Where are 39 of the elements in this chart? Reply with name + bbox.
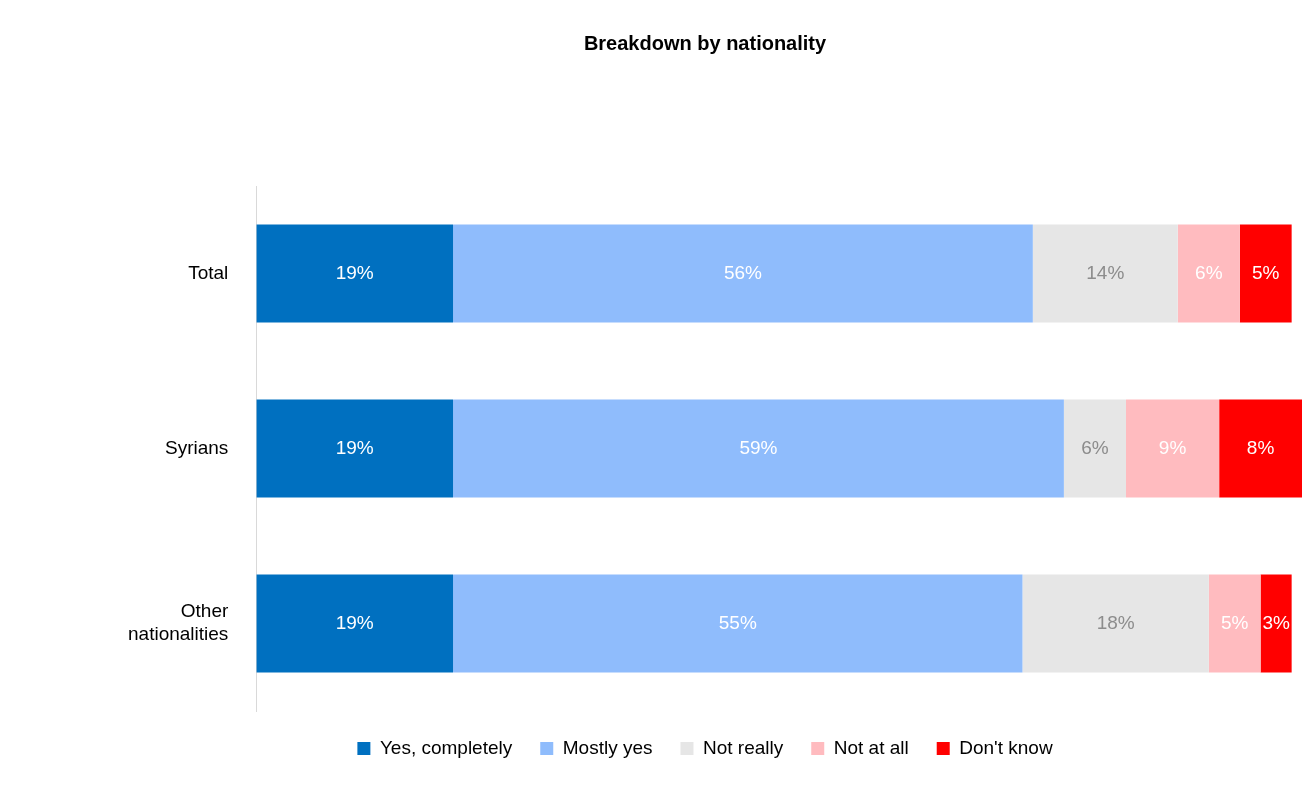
y-tick-label: Syrians xyxy=(164,436,229,458)
bar xyxy=(1177,224,1240,323)
data-label: 8% xyxy=(1246,436,1275,458)
chart-title: Breakdown by nationality xyxy=(583,31,828,54)
legend-label: Not really xyxy=(702,736,784,758)
bar xyxy=(1219,399,1302,498)
data-label: 3% xyxy=(1262,611,1290,633)
data-label: 5% xyxy=(1220,611,1249,633)
data-label: 59% xyxy=(739,436,778,458)
bar xyxy=(453,574,1023,673)
data-label: 6% xyxy=(1195,261,1223,283)
bar xyxy=(453,399,1064,498)
legend-label: Mostly yes xyxy=(562,736,653,758)
bar xyxy=(1032,224,1178,323)
data-label: 55% xyxy=(718,611,757,633)
bar xyxy=(1126,399,1220,498)
bar xyxy=(256,574,454,673)
bar xyxy=(1022,574,1209,673)
data-label: 6% xyxy=(1081,436,1109,458)
bar xyxy=(256,399,454,498)
y-tick-label: Total xyxy=(188,261,229,283)
legend-label: Yes, completely xyxy=(379,736,513,758)
data-label: 56% xyxy=(723,261,763,283)
y-tick-label: Other nationalities xyxy=(128,600,229,645)
bar xyxy=(1063,399,1126,498)
bar xyxy=(1260,574,1292,673)
data-label: 9% xyxy=(1158,436,1187,458)
data-label: 19% xyxy=(335,436,374,458)
bar xyxy=(1239,224,1292,323)
data-label: 19% xyxy=(335,611,374,633)
legend-label: Not at all xyxy=(833,736,909,758)
bar xyxy=(1208,574,1261,673)
data-label: 14% xyxy=(1086,261,1125,283)
data-label: 18% xyxy=(1096,611,1135,633)
legend-label: Don't know xyxy=(959,736,1053,758)
bar xyxy=(453,224,1033,323)
bar xyxy=(256,224,454,323)
data-label: 19% xyxy=(335,261,374,283)
data-label: 5% xyxy=(1252,261,1280,283)
